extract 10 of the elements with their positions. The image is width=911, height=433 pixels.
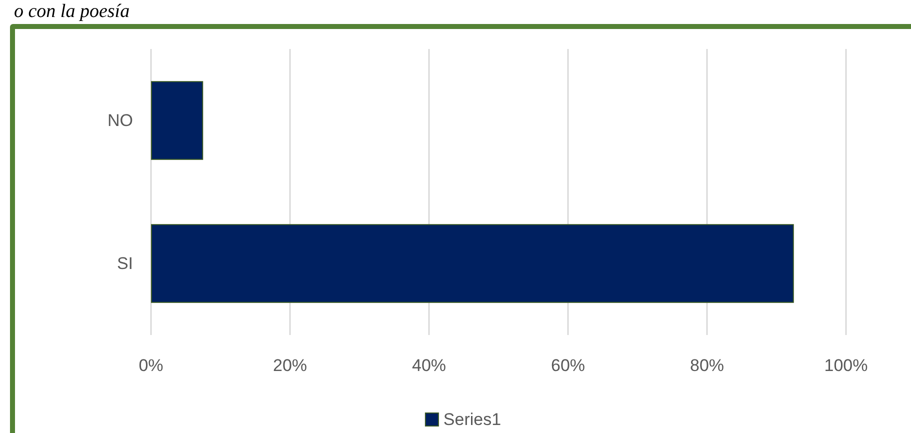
y-tick-label: NO xyxy=(108,111,133,130)
x-tick-label: 0% xyxy=(138,356,164,375)
x-tick-label: 40% xyxy=(412,356,446,375)
x-tick-label: 60% xyxy=(550,356,586,375)
x-tick-label: 100% xyxy=(824,356,868,375)
chart-title: o con la poesía xyxy=(14,0,130,24)
legend-label: Series1 xyxy=(443,410,502,429)
x-tick-label: 20% xyxy=(272,356,308,375)
y-tick-label: SI xyxy=(116,254,133,273)
x-tick-label: 80% xyxy=(690,356,724,375)
